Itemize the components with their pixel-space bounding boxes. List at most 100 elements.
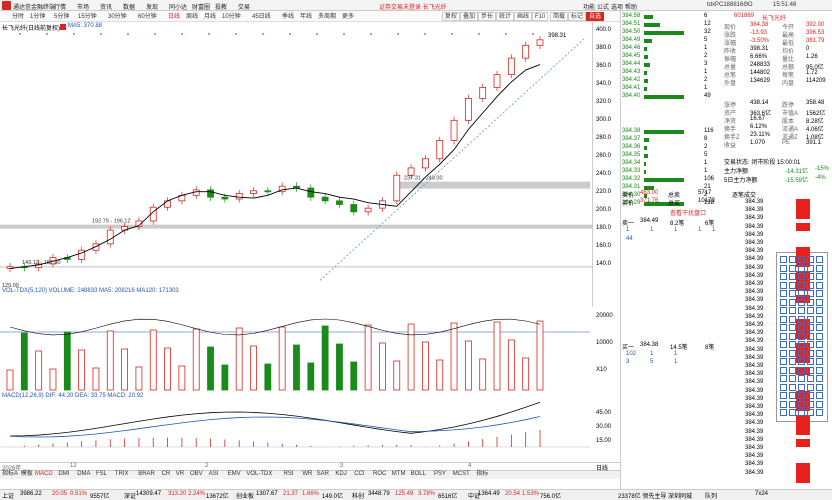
right-menu-0[interactable]: 功能: [583, 5, 596, 11]
draw-tool-icon[interactable]: [816, 400, 823, 408]
ask-price[interactable]: 384.51: [622, 21, 641, 27]
indicator-tab-20[interactable]: MTM: [391, 471, 406, 477]
ask-price[interactable]: 384.40: [622, 93, 641, 99]
period-0[interactable]: 分时: [12, 14, 25, 20]
draw-tool-icon[interactable]: [780, 409, 787, 416]
bid-price[interactable]: 384.30: [622, 192, 641, 198]
draw-tool-icon[interactable]: [807, 349, 814, 357]
indicator-tab-11[interactable]: ASI: [208, 471, 219, 477]
ask-price[interactable]: 384.41: [622, 85, 641, 91]
indicator-tab-3[interactable]: DMI: [58, 471, 70, 477]
menu-6[interactable]: 财富圈: [192, 5, 211, 11]
draw-tool-icon[interactable]: [798, 290, 805, 297]
draw-tool-icon[interactable]: [798, 298, 805, 306]
indicator-tab-10[interactable]: OBV: [190, 471, 203, 477]
draw-tool-icon[interactable]: [789, 315, 796, 323]
draw-tool-icon[interactable]: [798, 264, 805, 272]
draw-tool-icon[interactable]: [798, 349, 805, 357]
draw-tool-icon[interactable]: [816, 315, 823, 323]
menu-4[interactable]: 发现: [146, 5, 159, 11]
bid-price[interactable]: 384.35: [622, 152, 641, 158]
draw-tool-icon[interactable]: [780, 324, 787, 331]
bid-price[interactable]: 384.33: [622, 168, 641, 174]
draw-tool-icon[interactable]: [816, 273, 823, 280]
period-5[interactable]: 60分钟: [138, 14, 157, 20]
period-2[interactable]: 5分钟: [54, 14, 70, 20]
draw-tool-icon[interactable]: [816, 332, 823, 340]
tool-btn-3[interactable]: 统计: [496, 12, 515, 21]
draw-tool-icon[interactable]: [780, 400, 787, 408]
draw-tool-icon[interactable]: [807, 290, 814, 297]
period-3[interactable]: 15分钟: [78, 14, 97, 20]
indicator-tab-8[interactable]: CR: [161, 471, 171, 477]
draw-tool-icon[interactable]: [780, 392, 787, 399]
tool-btn-2[interactable]: 步长: [478, 12, 497, 21]
draw-tool-icon[interactable]: [780, 358, 787, 365]
draw-tool-icon[interactable]: [789, 332, 796, 340]
status-time_tab[interactable]: 7x24: [755, 491, 769, 497]
indicator-tab-0[interactable]: 指标A: [2, 471, 19, 477]
draw-tool-icon[interactable]: [789, 375, 796, 382]
draw-tool-icon[interactable]: [789, 358, 796, 365]
draw-tool-icon[interactable]: [816, 349, 823, 357]
draw-tool-icon[interactable]: [780, 298, 787, 306]
draw-tool-icon[interactable]: [780, 366, 787, 374]
draw-tool-icon[interactable]: [807, 281, 814, 289]
draw-tool-icon[interactable]: [798, 366, 805, 374]
draw-tool-icon[interactable]: [780, 290, 787, 297]
period-6[interactable]: 日线: [168, 14, 181, 20]
ask-price[interactable]: 384.49: [622, 37, 641, 43]
menu-8[interactable]: 交易: [238, 5, 251, 11]
tool-btn-8[interactable]: 自选: [586, 12, 605, 21]
draw-tool-icon[interactable]: [780, 383, 787, 391]
draw-tool-icon[interactable]: [780, 281, 787, 289]
period-14[interactable]: 更多: [342, 14, 355, 20]
status-ticks_tab[interactable]: 队列: [705, 494, 718, 500]
indicator-tab-18[interactable]: CCI: [354, 471, 365, 477]
draw-tool-icon[interactable]: [798, 341, 805, 348]
indicator-tab-13[interactable]: VOL-TDX: [246, 471, 273, 477]
menu-1[interactable]: 市场: [77, 5, 90, 11]
ask-price[interactable]: 384.46: [622, 45, 641, 51]
draw-tool-icon[interactable]: [789, 324, 796, 331]
bid-price[interactable]: 384.32: [622, 176, 641, 182]
draw-tool-icon[interactable]: [780, 332, 787, 340]
draw-tool-icon[interactable]: [798, 409, 805, 416]
ask-price[interactable]: 384.45: [622, 53, 641, 59]
menu-0[interactable]: 行情: [54, 5, 67, 11]
bid-price[interactable]: 384.29: [622, 200, 641, 206]
indicator-tab-22[interactable]: PSY: [434, 471, 447, 477]
draw-tool-icon[interactable]: [816, 392, 823, 399]
draw-tool-icon[interactable]: [789, 409, 796, 416]
draw-tool-icon[interactable]: [807, 324, 814, 331]
draw-tool-icon[interactable]: [807, 400, 814, 408]
right-menu-3[interactable]: 帮助: [625, 5, 638, 11]
draw-tool-icon[interactable]: [816, 383, 823, 391]
draw-tool-icon[interactable]: [807, 358, 814, 365]
draw-tool-icon[interactable]: [780, 256, 787, 263]
draw-tool-icon[interactable]: [816, 366, 823, 374]
indicator-tab-19[interactable]: ROC: [373, 471, 387, 477]
draw-tool-icon[interactable]: [798, 375, 805, 382]
draw-tool-icon[interactable]: [789, 383, 796, 391]
draw-tool-icon[interactable]: [798, 324, 805, 331]
indicator-tab-1[interactable]: 模板: [20, 471, 33, 477]
right-menu-2[interactable]: 选项: [611, 5, 624, 11]
draw-tool-icon[interactable]: [789, 273, 796, 280]
tool-btn-4[interactable]: 画线: [514, 12, 533, 21]
period-11[interactable]: 季线: [282, 14, 295, 20]
draw-tool-icon[interactable]: [780, 264, 787, 272]
ask-price[interactable]: 384.43: [622, 69, 641, 75]
draw-tool-icon[interactable]: [807, 264, 814, 272]
draw-tool-icon[interactable]: [798, 358, 805, 365]
draw-tool-icon[interactable]: [789, 298, 796, 306]
draw-tool-icon[interactable]: [789, 264, 796, 272]
indicator-tab-14[interactable]: RSI: [283, 471, 294, 477]
draw-tool-icon[interactable]: [807, 383, 814, 391]
bid-price[interactable]: 384.37: [622, 136, 641, 142]
draw-tool-icon[interactable]: [807, 315, 814, 323]
indicator-tab-6[interactable]: TRIX: [114, 471, 129, 477]
draw-tool-icon[interactable]: [798, 273, 805, 280]
indicator-tab-9[interactable]: VR: [175, 471, 185, 477]
draw-tool-icon[interactable]: [816, 341, 823, 348]
